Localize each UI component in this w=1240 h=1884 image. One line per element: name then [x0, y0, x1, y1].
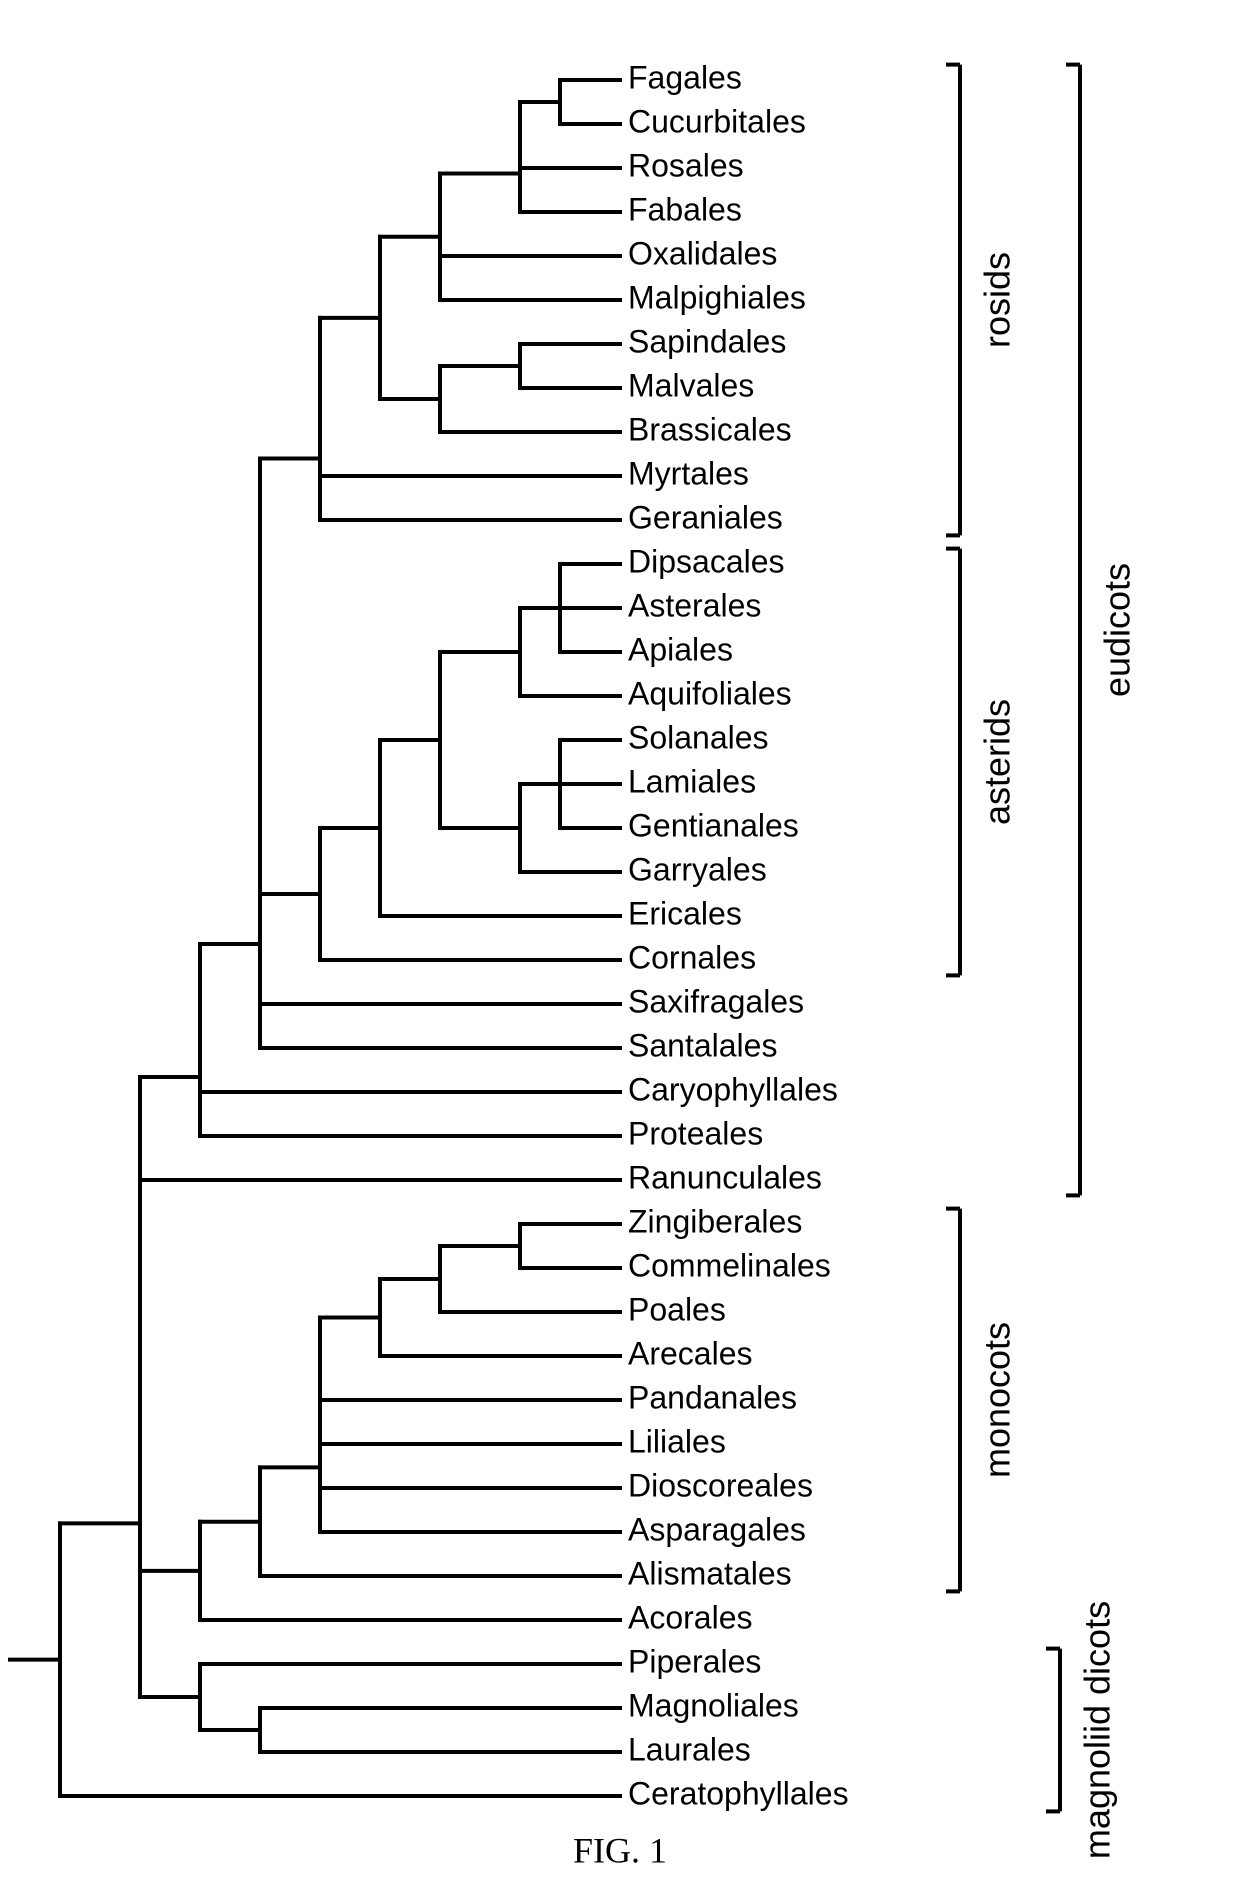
- tip-label: Garryales: [628, 851, 767, 887]
- tip-label: Fagales: [628, 59, 742, 95]
- group-brackets: rosids asterids eudicots monocots magnoliid …: [946, 65, 1138, 1859]
- tip-label: Piperales: [628, 1643, 761, 1679]
- group-label: rosids: [977, 252, 1018, 348]
- tree-edges: [10, 80, 620, 1796]
- tip-label: Aquifoliales: [628, 675, 792, 711]
- tip-label: Zingiberales: [628, 1203, 802, 1239]
- tip-label: Proteales: [628, 1115, 763, 1151]
- tip-label: Acorales: [628, 1599, 753, 1635]
- tip-label: Liliales: [628, 1423, 726, 1459]
- tip-label: Ceratophyllales: [628, 1775, 849, 1811]
- figure-caption: FIG. 1: [573, 1830, 667, 1870]
- tip-label: Geraniales: [628, 499, 783, 535]
- tip-label: Magnoliales: [628, 1687, 799, 1723]
- tip-label: Dipsacales: [628, 543, 785, 579]
- group-label: asterids: [977, 699, 1018, 825]
- tip-label: Poales: [628, 1291, 726, 1327]
- tip-label: Santalales: [628, 1027, 777, 1063]
- tip-label: Oxalidales: [628, 235, 777, 271]
- tip-label: Arecales: [628, 1335, 753, 1371]
- tip-label: Rosales: [628, 147, 744, 183]
- tip-label: Saxifragales: [628, 983, 804, 1019]
- tip-label: Brassicales: [628, 411, 792, 447]
- tip-label: Fabales: [628, 191, 742, 227]
- group-label: eudicots: [1097, 563, 1138, 697]
- tip-label: Malpighiales: [628, 279, 806, 315]
- tip-label: Ericales: [628, 895, 742, 931]
- tip-label: Cornales: [628, 939, 756, 975]
- tip-label: Sapindales: [628, 323, 786, 359]
- tip-label: Gentianales: [628, 807, 799, 843]
- tip-label: Asparagales: [628, 1511, 806, 1547]
- tip-label: Dioscoreales: [628, 1467, 813, 1503]
- tip-label: Lamiales: [628, 763, 756, 799]
- tip-label: Solanales: [628, 719, 769, 755]
- tip-labels: Fagales Cucurbitales Rosales Fabales Oxalida…: [628, 59, 849, 1811]
- group-label: magnoliid dicots: [1077, 1601, 1118, 1859]
- phylogenetic-tree: Fagales Cucurbitales Rosales Fabales Oxalida…: [0, 0, 1240, 1884]
- tip-label: Pandanales: [628, 1379, 797, 1415]
- tip-label: Malvales: [628, 367, 754, 403]
- group-label: monocots: [977, 1322, 1018, 1478]
- tip-label: Laurales: [628, 1731, 751, 1767]
- tip-label: Apiales: [628, 631, 733, 667]
- tip-label: Myrtales: [628, 455, 749, 491]
- tip-label: Caryophyllales: [628, 1071, 838, 1107]
- tip-label: Ranunculales: [628, 1159, 822, 1195]
- tip-label: Alismatales: [628, 1555, 792, 1591]
- tip-label: Cucurbitales: [628, 103, 806, 139]
- tip-label: Asterales: [628, 587, 761, 623]
- tip-label: Commelinales: [628, 1247, 831, 1283]
